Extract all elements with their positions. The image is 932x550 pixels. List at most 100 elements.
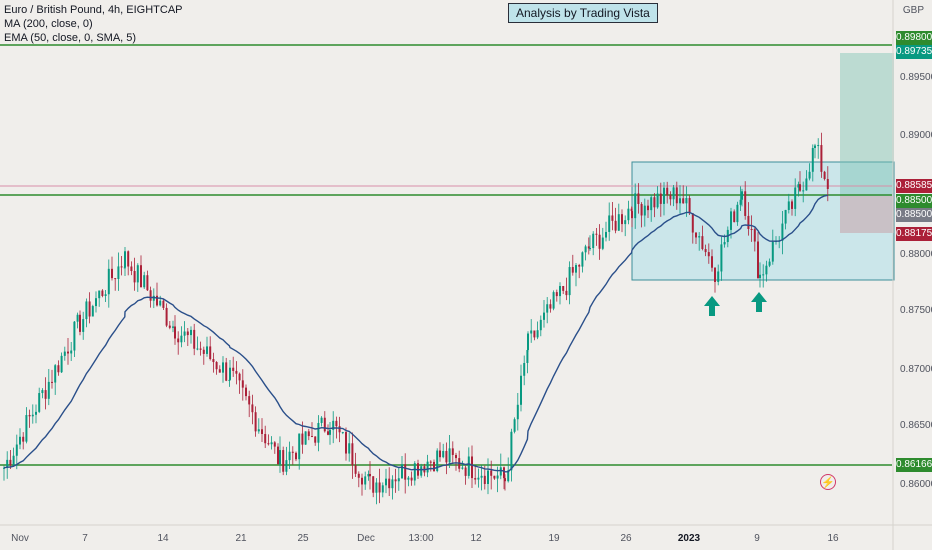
candle <box>493 475 496 479</box>
candle <box>19 436 21 445</box>
candle <box>341 432 344 434</box>
candle <box>47 381 50 399</box>
candle <box>442 450 445 458</box>
profit-zone[interactable] <box>840 53 894 196</box>
candle <box>627 208 630 221</box>
candle <box>369 473 371 477</box>
candle <box>114 278 117 280</box>
candle <box>174 326 176 339</box>
candle <box>637 193 640 204</box>
candle <box>215 362 218 370</box>
candle <box>67 351 69 354</box>
candle <box>228 379 231 381</box>
x-tick: 13:00 <box>408 533 434 544</box>
candle <box>526 350 529 363</box>
candle <box>536 330 539 338</box>
candle <box>120 266 123 268</box>
candle <box>666 187 669 195</box>
candle <box>704 249 707 253</box>
candle <box>503 467 505 479</box>
x-tick: 19 <box>548 533 560 544</box>
candle <box>354 465 357 474</box>
candle <box>768 261 771 266</box>
candle <box>57 365 60 373</box>
candle <box>771 241 774 262</box>
candle <box>76 314 79 322</box>
candle <box>817 145 820 147</box>
candle <box>54 365 57 383</box>
candle <box>28 415 31 417</box>
candle <box>787 201 790 210</box>
candle <box>483 475 486 484</box>
candle <box>152 295 155 301</box>
candle <box>127 251 130 267</box>
candle <box>345 432 347 454</box>
candle <box>663 187 665 204</box>
candle <box>6 459 9 468</box>
ma-indicator-label[interactable]: MA (200, close, 0) <box>4 18 93 30</box>
candle <box>701 236 704 250</box>
candle <box>391 479 394 489</box>
candle <box>261 429 263 434</box>
up-arrow-icon <box>751 292 767 312</box>
candle <box>420 466 423 476</box>
candle <box>669 194 672 200</box>
candle <box>587 246 590 249</box>
candle <box>757 241 759 279</box>
candle <box>781 223 784 241</box>
x-tick: Dec <box>357 533 375 544</box>
candle <box>739 199 742 205</box>
candle <box>238 373 241 381</box>
candle <box>225 362 228 381</box>
candle <box>823 171 826 180</box>
candle <box>611 215 614 221</box>
loss-zone[interactable] <box>840 196 894 233</box>
candle <box>257 429 260 432</box>
candle <box>180 335 183 343</box>
candle <box>474 478 477 480</box>
candles <box>3 132 829 505</box>
candle <box>695 232 697 238</box>
candle <box>451 448 454 455</box>
candle <box>267 443 270 445</box>
candle <box>650 197 653 211</box>
candle <box>589 248 591 250</box>
candle <box>571 267 574 273</box>
candle <box>592 233 595 249</box>
candle <box>762 274 765 276</box>
candle <box>146 275 149 291</box>
candle <box>439 450 441 458</box>
candle <box>165 307 168 326</box>
candle <box>372 476 375 493</box>
entry-price-label: 0.88500 <box>896 208 932 222</box>
candle <box>631 211 633 219</box>
candle <box>733 211 736 223</box>
candle <box>136 265 139 283</box>
candle <box>507 470 510 482</box>
candle <box>320 417 323 423</box>
candle <box>723 242 726 245</box>
candle <box>659 193 662 204</box>
candle <box>295 452 297 460</box>
symbol-title[interactable]: Euro / British Pound, 4h, EIGHTCAP <box>4 4 183 16</box>
candle <box>581 252 584 267</box>
candle <box>375 482 378 493</box>
x-tick: 14 <box>157 533 169 544</box>
ema-indicator-label[interactable]: EMA (50, close, 0, SMA, 5) <box>4 32 137 44</box>
candle <box>799 184 801 191</box>
candle <box>70 350 73 354</box>
candle <box>826 179 829 189</box>
x-tick: 16 <box>827 533 839 544</box>
candle <box>578 265 581 267</box>
candle <box>753 229 756 242</box>
candle <box>410 477 413 481</box>
candle <box>245 387 247 397</box>
candle <box>445 450 448 463</box>
candle <box>584 246 587 253</box>
candle <box>190 329 192 336</box>
candle <box>367 473 370 477</box>
flash-icon[interactable]: ⚡ <box>820 474 836 490</box>
